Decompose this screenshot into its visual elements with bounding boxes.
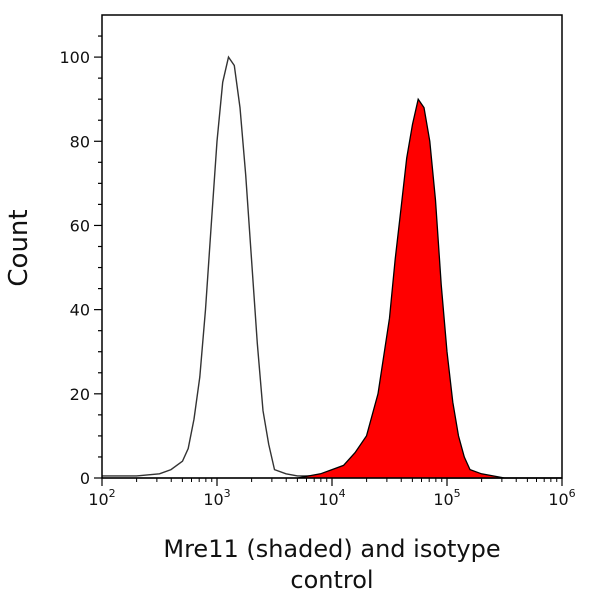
plot-frame [101, 14, 563, 479]
y-tick-label: 20 [70, 385, 90, 404]
x-axis-label-line2: control [290, 566, 373, 594]
series-0-line [102, 55, 562, 479]
y-tick-label: 0 [80, 469, 90, 488]
x-tick-label: 104 [318, 487, 345, 509]
x-tick-label: 106 [548, 487, 575, 509]
x-tick-label: 105 [433, 487, 460, 509]
series-1-area [102, 97, 562, 479]
y-tick-label: 80 [70, 132, 90, 151]
x-axis-label-line1: Mre11 (shaded) and isotype [163, 535, 500, 563]
y-tick-label: 100 [59, 48, 90, 67]
y-tick-label: 40 [70, 301, 90, 320]
x-tick-label: 102 [88, 487, 115, 509]
y-tick-label: 60 [70, 216, 90, 235]
axis-layer: 0 20 40 60 80 100 102 103 104 105 106 [59, 14, 576, 509]
plot-layer [102, 55, 562, 479]
y-axis-label: Count [4, 209, 34, 286]
x-tick-label: 103 [203, 487, 230, 509]
